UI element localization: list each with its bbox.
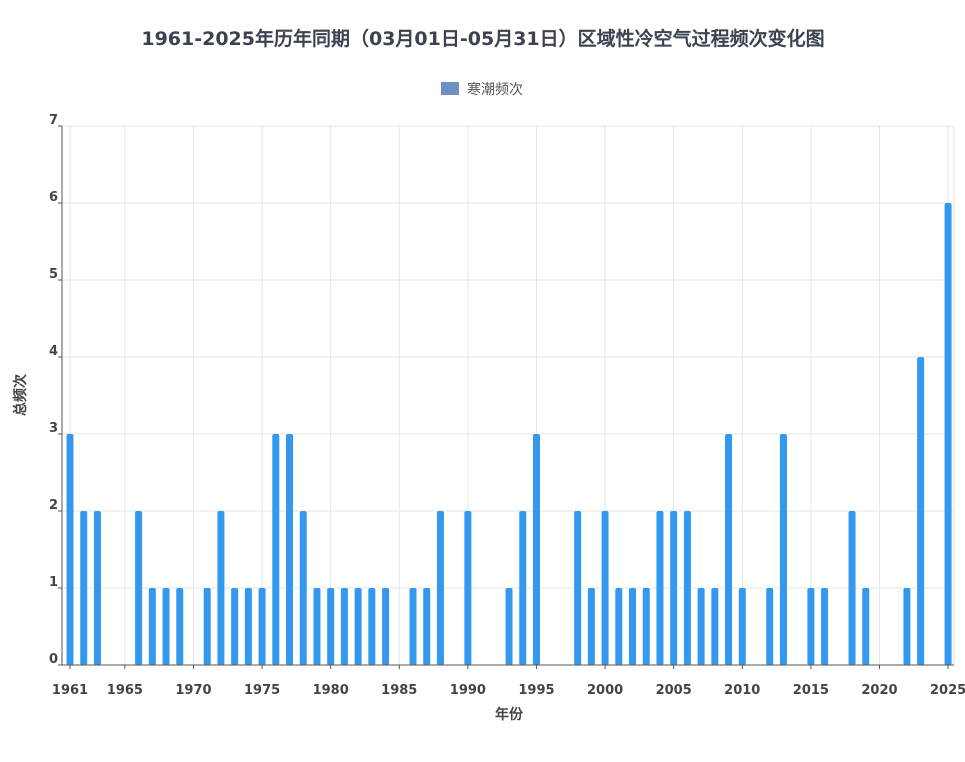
bar-1986[interactable]: [409, 588, 417, 665]
bar-1988[interactable]: [436, 511, 444, 665]
y-tick-label: 6: [49, 190, 58, 205]
x-tick-label: 1995: [518, 683, 554, 698]
legend[interactable]: 寒潮频次: [441, 81, 523, 98]
y-tick-label: 2: [49, 498, 58, 513]
bar-1998[interactable]: [574, 511, 582, 665]
x-tick-label: 2010: [724, 683, 760, 698]
bar-2003[interactable]: [642, 588, 650, 665]
y-tick-label: 1: [49, 575, 58, 590]
bar-1993[interactable]: [505, 588, 513, 665]
bar-2005[interactable]: [670, 511, 678, 665]
bar-1969[interactable]: [176, 588, 184, 665]
bar-2007[interactable]: [697, 588, 705, 665]
bar-1983[interactable]: [368, 588, 376, 665]
bar-1979[interactable]: [313, 588, 321, 665]
x-tick-label: 2025: [930, 683, 965, 698]
bar-1972[interactable]: [217, 511, 225, 665]
bar-1982[interactable]: [354, 588, 362, 665]
bar-1973[interactable]: [231, 588, 239, 665]
bar-1990[interactable]: [464, 511, 472, 665]
bar-2004[interactable]: [656, 511, 664, 665]
bar-1971[interactable]: [203, 588, 211, 665]
bar-1984[interactable]: [382, 588, 390, 665]
x-tick-label: 2005: [656, 683, 692, 698]
chart-title: 1961-2025年历年同期（03月01日-05月31日）区域性冷空气过程频次变…: [141, 27, 824, 50]
x-tick-label: 1990: [450, 683, 486, 698]
y-axis-label: 总频次: [12, 374, 29, 416]
bar-2013[interactable]: [779, 434, 787, 665]
x-tick-label: 1975: [244, 683, 280, 698]
bar-2022[interactable]: [903, 588, 911, 665]
x-tick-label: 2000: [587, 683, 623, 698]
x-tick-label: 2020: [861, 683, 897, 698]
bar-1968[interactable]: [162, 588, 170, 665]
legend-label: 寒潮频次: [467, 81, 523, 98]
legend-swatch: [441, 82, 459, 95]
bar-1987[interactable]: [423, 588, 431, 665]
x-tick-label: 1980: [313, 683, 349, 698]
y-tick-label: 5: [49, 267, 58, 282]
bar-1966[interactable]: [135, 511, 143, 665]
y-tick-label: 7: [49, 113, 58, 128]
bar-1995[interactable]: [532, 434, 540, 665]
bar-2023[interactable]: [917, 357, 925, 665]
bars: [66, 203, 952, 665]
x-tick-label: 1970: [175, 683, 211, 698]
bar-2002[interactable]: [629, 588, 637, 665]
y-tick-label: 0: [49, 652, 58, 667]
bar-2000[interactable]: [601, 511, 609, 665]
bar-2025[interactable]: [944, 203, 952, 665]
y-tick-label: 4: [49, 344, 58, 359]
bar-2008[interactable]: [711, 588, 719, 665]
bar-2010[interactable]: [738, 588, 746, 665]
bar-1999[interactable]: [587, 588, 595, 665]
bar-2012[interactable]: [766, 588, 774, 665]
bar-1963[interactable]: [93, 511, 101, 665]
bar-1981[interactable]: [340, 588, 348, 665]
bar-1975[interactable]: [258, 588, 266, 665]
bar-2019[interactable]: [862, 588, 870, 665]
bar-1978[interactable]: [299, 511, 307, 665]
x-tick-label: 2015: [793, 683, 829, 698]
y-tick-label: 3: [49, 421, 58, 436]
y-axis-ticks: 0 1 2 3 4 5 6 7: [49, 113, 62, 667]
bar-2001[interactable]: [615, 588, 623, 665]
bar-2015[interactable]: [807, 588, 815, 665]
x-tick-label: 1985: [381, 683, 417, 698]
bar-1967[interactable]: [148, 588, 156, 665]
x-tick-label: 1961: [52, 683, 88, 698]
bar-1962[interactable]: [80, 511, 88, 665]
bar-1980[interactable]: [327, 588, 335, 665]
bar-2016[interactable]: [821, 588, 829, 665]
x-axis-ticks: 1961 1965 1970 1975 1980 1985 1990 1995 2000 2005…: [52, 665, 965, 698]
bar-2009[interactable]: [725, 434, 733, 665]
bar-1977[interactable]: [286, 434, 294, 665]
bar-2018[interactable]: [848, 511, 856, 665]
x-tick-label: 1965: [107, 683, 143, 698]
bar-1976[interactable]: [272, 434, 280, 665]
grid: [62, 125, 955, 666]
bar-1994[interactable]: [519, 511, 527, 665]
axes: [61, 126, 954, 666]
bar-1961[interactable]: [66, 434, 74, 665]
x-axis-label: 年份: [495, 706, 524, 723]
bar-2006[interactable]: [683, 511, 691, 665]
bar-1974[interactable]: [244, 588, 252, 665]
